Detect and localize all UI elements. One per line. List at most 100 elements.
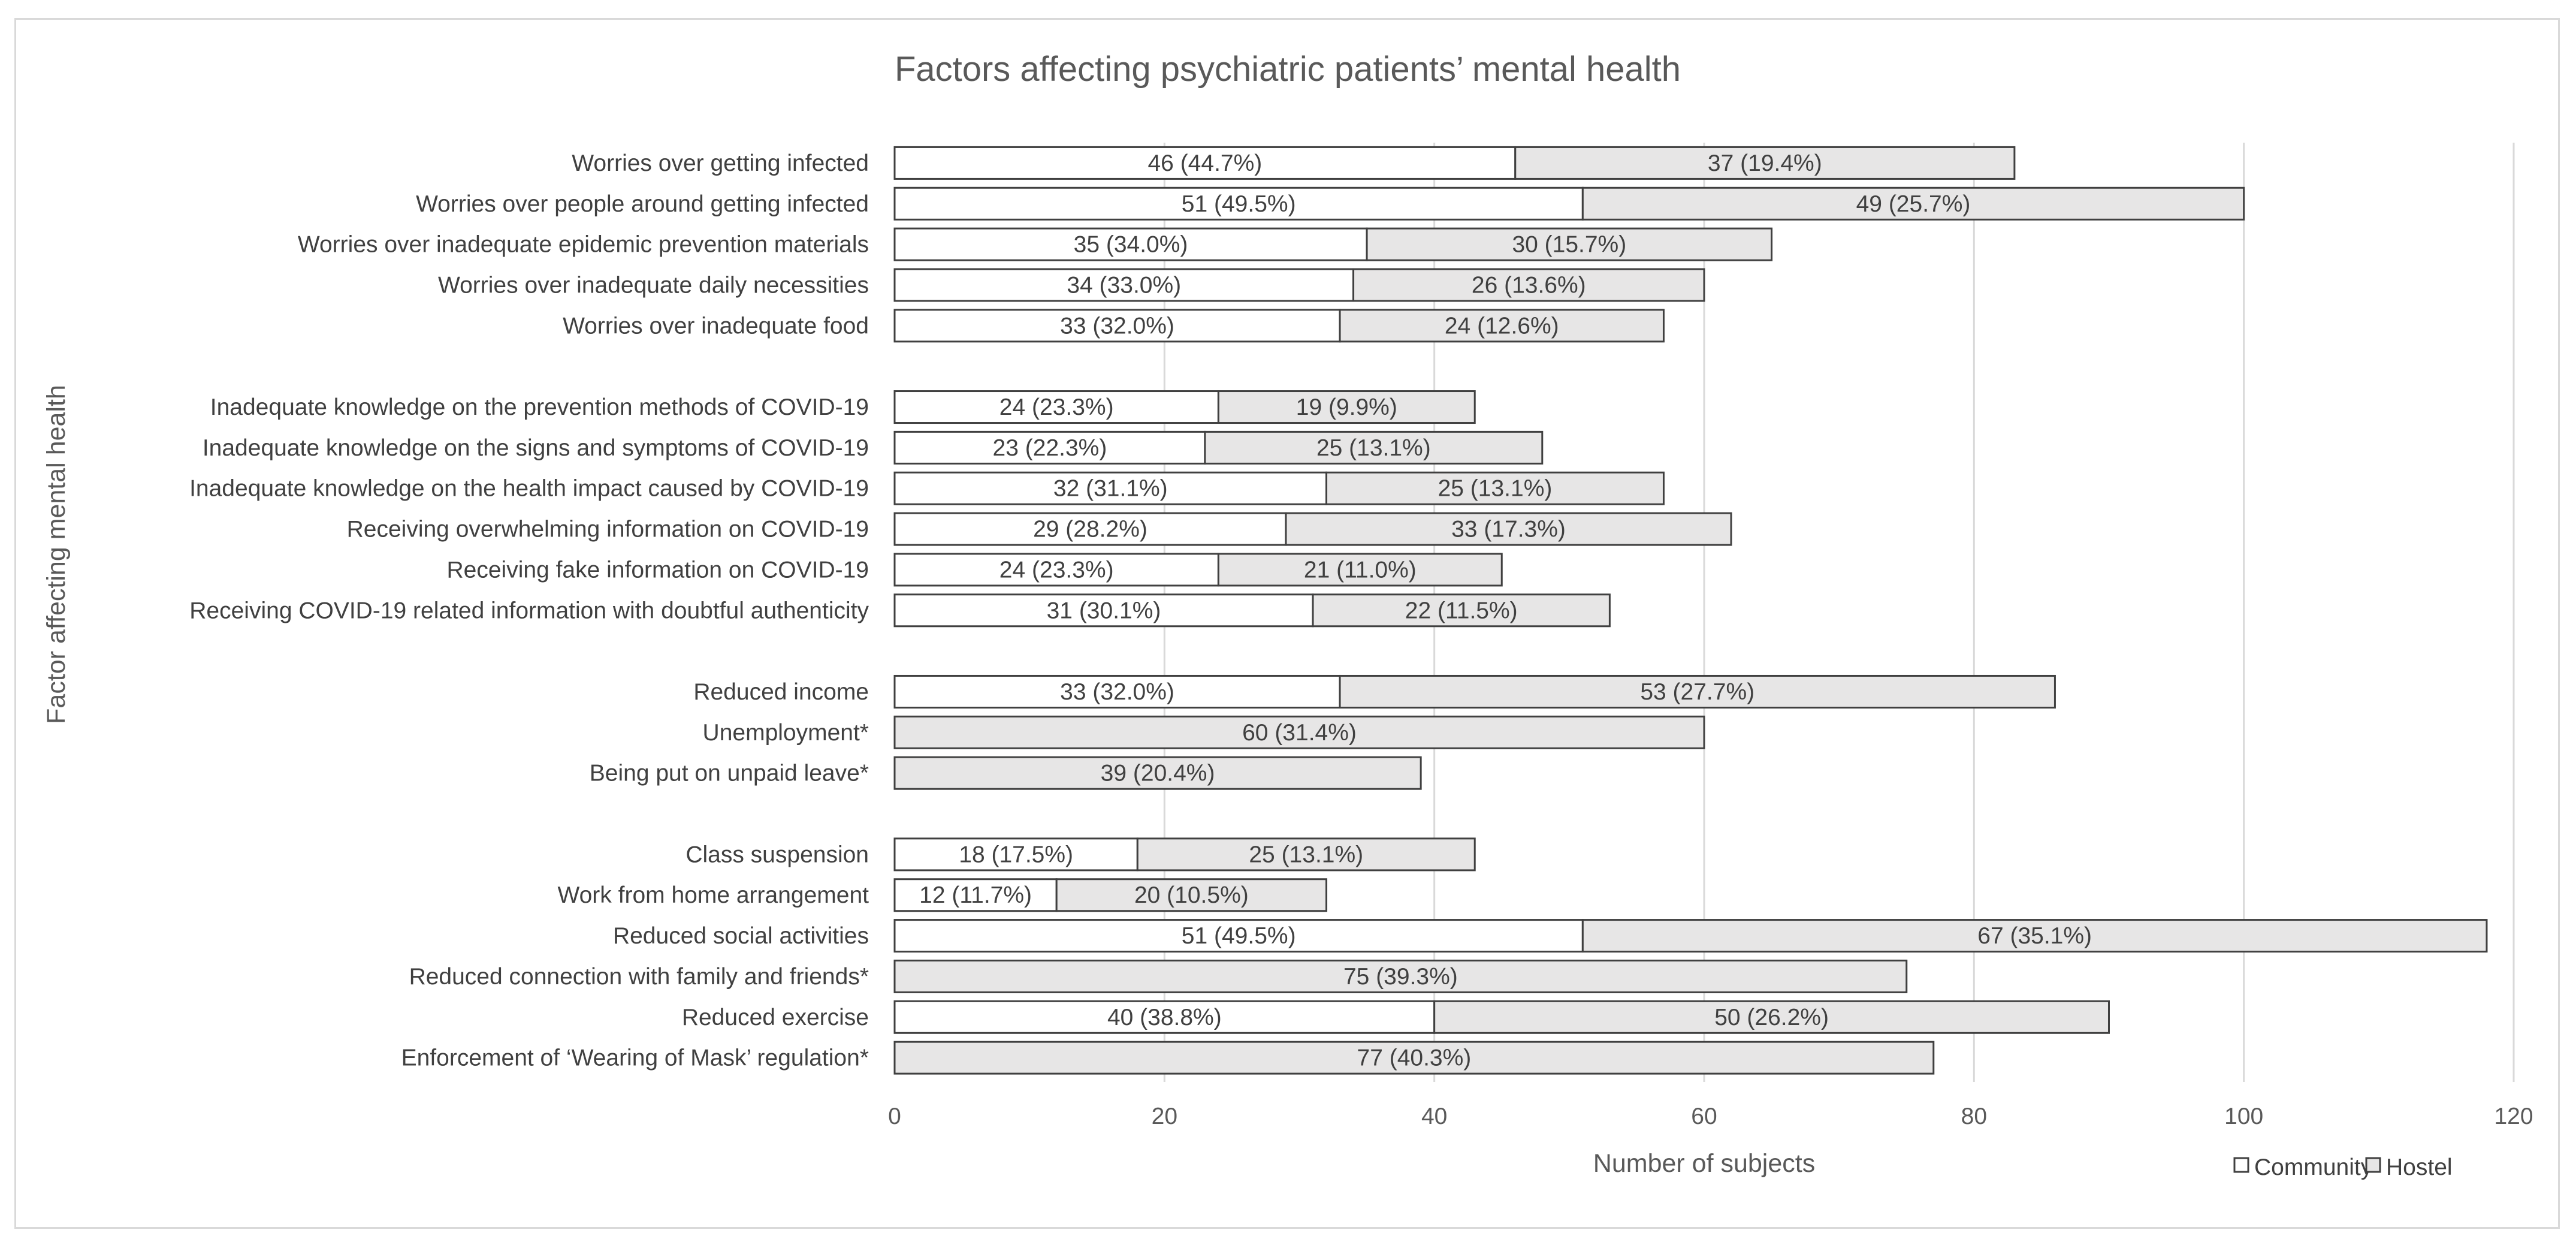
bar-data-label: 24 (23.3%) [999,394,1114,420]
bar-hostel [1581,186,2245,221]
chart-title: Factors affecting psychiatric patients’ … [895,50,1681,89]
bar-community [893,919,1584,953]
bar-data-label: 75 (39.3%) [1343,964,1458,990]
bar-data-label: 51 (49.5%) [1182,191,1296,217]
bar-community [893,309,1341,343]
category-label: Enforcement of ‘Wearing of Mask’ regulat… [401,1045,869,1071]
x-tick-label: 100 [2224,1104,2263,1129]
bar-data-label: 35 (34.0%) [1074,232,1188,258]
category-label: Being put on unpaid leave* [590,761,869,786]
bar-data-label: 33 (32.0%) [1060,313,1174,339]
legend-swatch-community [2233,1157,2249,1173]
bar-data-label: 23 (22.3%) [993,435,1107,461]
bar-hostel [1217,553,1503,587]
bar-data-label: 49 (25.7%) [1856,191,1971,217]
bar-hostel [1433,1000,2110,1034]
x-tick-label: 20 [1152,1104,1177,1129]
bar-community [893,390,1219,424]
bar-data-label: 50 (26.2%) [1714,1005,1829,1030]
bar-data-label: 60 (31.4%) [1242,720,1357,746]
bar-community [893,1000,1436,1034]
bar-community [893,227,1368,261]
bar-data-label: 51 (49.5%) [1182,923,1296,949]
x-tick-label: 40 [1421,1104,1447,1129]
category-label: Worries over getting infected [572,150,869,176]
category-label: Receiving fake information on COVID-19 [447,557,869,583]
bar-data-label: 33 (17.3%) [1451,517,1566,542]
bar-community [893,512,1287,546]
x-tick-label: 80 [1961,1104,1987,1129]
bar-data-label: 20 (10.5%) [1134,882,1249,908]
category-label: Worries over inadequate daily necessitie… [438,272,869,298]
bars: 46 (44.7%) 37 (19.4%) 51 (49.5%) 49 (25.7%)… [893,146,2488,1075]
bar-community [893,186,1584,221]
bar-data-label: 53 (27.7%) [1640,679,1754,705]
category-label: Receiving COVID-19 related information w… [189,598,869,623]
category-label: Receiving overwhelming information on CO… [347,517,869,542]
bar-hostel [1352,268,1705,302]
category-label: Reduced exercise [682,1005,869,1030]
bar-hostel [893,959,1908,993]
category-label: Work from home arrangement [558,882,869,908]
bar-data-label: 46 (44.7%) [1147,150,1262,176]
legend-label-hostel: Hostel [2386,1154,2453,1180]
bar-hostel [1339,309,1665,343]
bar-hostel [893,756,1422,790]
category-label: Class suspension [685,842,869,867]
x-tick-label: 0 [888,1104,901,1129]
bar-data-label: 19 (9.9%) [1296,394,1397,420]
category-label: Inadequate knowledge on the prevention m… [210,394,869,420]
bar-data-label: 32 (31.1%) [1053,476,1168,502]
category-label: Inadequate knowledge on the health impac… [189,476,869,502]
bar-data-label: 21 (11.0%) [1304,557,1417,583]
x-tick-label: 60 [1691,1104,1717,1129]
legend: Community Hostel [2233,1154,2453,1180]
category-label: Worries over people around getting infec… [416,191,869,217]
bar-hostel [1285,512,1732,546]
bar-hostel [893,1041,1935,1075]
bar-hostel [1136,837,1476,872]
category-label: Inadequate knowledge on the signs and sy… [203,435,869,461]
bar-data-label: 39 (20.4%) [1101,761,1215,786]
bar-data-label: 18 (17.5%) [959,842,1073,867]
bar-hostel [1514,146,2016,180]
bar-community [893,878,1058,912]
bar-hostel [1204,430,1544,465]
bar-data-label: 25 (13.1%) [1316,435,1431,461]
bar-data-label: 34 (33.0%) [1067,272,1181,298]
y-axis-title: Factor affecting mental health [42,385,71,724]
category-label: Worries over inadequate food [563,313,869,339]
bar-data-label: 29 (28.2%) [1033,517,1147,542]
bar-community [893,837,1138,872]
bar-data-label: 24 (23.3%) [999,557,1114,583]
bar-data-label: 37 (19.4%) [1708,150,1822,176]
category-labels: Worries over getting infected Worries ove… [189,150,869,1071]
legend-label-community: Community [2254,1154,2373,1180]
x-tick-label: 120 [2494,1104,2533,1129]
bar-data-label: 25 (13.1%) [1438,476,1553,502]
category-label: Reduced connection with family and frien… [409,964,869,990]
bar-community [893,268,1355,302]
legend-swatch-hostel [2365,1157,2381,1173]
bar-community [893,674,1341,709]
bar-hostel [1217,390,1476,424]
bar-data-label: 77 (40.3%) [1357,1045,1472,1071]
bar-data-label: 31 (30.1%) [1047,598,1161,623]
bar-hostel [1339,674,2056,709]
bar-data-label: 25 (13.1%) [1249,842,1363,867]
bar-data-label: 26 (13.6%) [1472,272,1586,298]
bar-data-label: 67 (35.1%) [1977,923,2092,949]
bar-hostel [893,715,1705,749]
category-label: Worries over inadequate epidemic prevent… [298,232,869,258]
x-axis-title: Number of subjects [1593,1149,1815,1178]
x-tick-labels: 0 20 40 60 80 100 120 [888,1104,2533,1129]
bar-data-label: 30 (15.7%) [1512,232,1626,258]
bar-data-label: 40 (38.8%) [1107,1005,1222,1030]
category-label: Reduced social activities [613,923,869,949]
bar-data-label: 22 (11.5%) [1405,598,1518,623]
bar-hostel [1581,919,2488,953]
bar-community [893,430,1206,465]
bar-hostel [1325,471,1665,505]
bar-data-label: 24 (12.6%) [1445,313,1559,339]
